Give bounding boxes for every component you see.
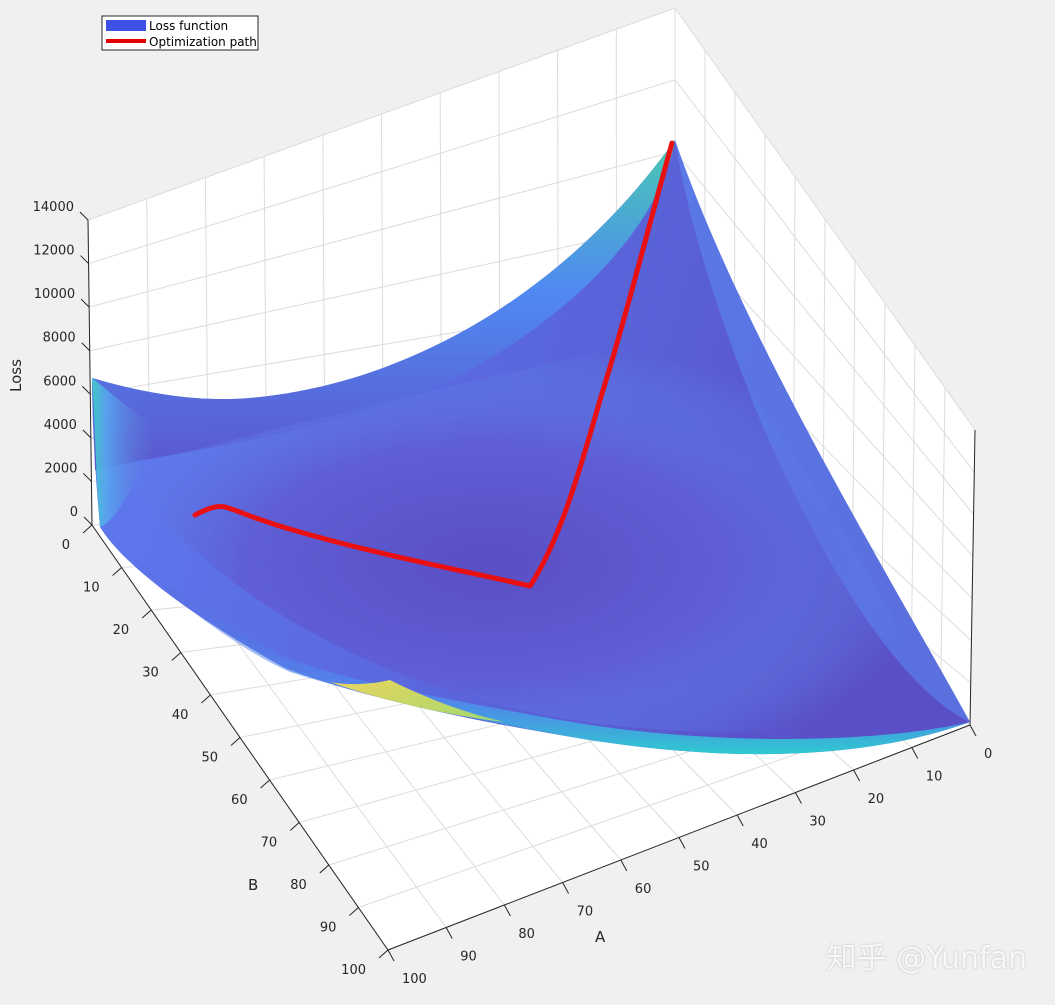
tick-mark	[80, 298, 90, 308]
b-tick-label: 10	[83, 581, 100, 596]
tick-mark	[83, 516, 93, 526]
b-tick-label: 40	[172, 708, 189, 723]
a-tick-label: 80	[518, 927, 535, 942]
z-tick-label: 0	[70, 505, 78, 520]
b-tick-label: 100	[341, 963, 366, 978]
watermark: 知乎 @Yunfan	[826, 941, 1027, 976]
tick-mark	[82, 429, 92, 439]
tick-mark	[319, 864, 330, 874]
tick-mark	[503, 904, 511, 917]
a-tick-label: 30	[809, 815, 826, 830]
tick-mark	[678, 837, 686, 849]
b-tick-label: 60	[231, 793, 248, 808]
legend-swatch-loss	[106, 20, 146, 31]
loss-surface	[92, 140, 970, 755]
legend[interactable]: Loss function Optimization path	[101, 15, 259, 51]
legend-label-path: Optimization path	[149, 35, 257, 49]
b-tick-label: 0	[62, 538, 70, 553]
optimization-path-layer	[192, 140, 675, 589]
surface-yellow-fold	[330, 680, 505, 722]
grid-line	[940, 387, 946, 704]
tick-labels: 0 2000 4000 6000 8000 10000 12000 14000 0 10 20 30 4…	[33, 200, 993, 987]
tick-mark	[387, 949, 395, 962]
tick-mark	[911, 747, 919, 759]
grid-line	[674, 79, 975, 473]
a-tick-label: 10	[926, 770, 943, 785]
a-tick-label: 100	[402, 972, 427, 987]
b-tick-label: 20	[113, 623, 130, 638]
axis-line	[87, 219, 93, 526]
grid-line	[89, 150, 676, 308]
grid-line	[88, 79, 676, 265]
tick-mark	[445, 927, 453, 939]
tick-mark	[620, 859, 628, 872]
tick-mark	[230, 737, 241, 746]
tick-mark	[378, 949, 389, 959]
a-tick-label: 50	[693, 860, 710, 875]
tick-mark	[83, 473, 92, 482]
tick-mark	[794, 792, 802, 804]
tick-mark	[201, 694, 211, 704]
tick-mark	[81, 385, 91, 395]
tick-mark	[349, 907, 359, 916]
z-tick-label: 4000	[44, 418, 77, 433]
tick-mark	[562, 882, 570, 894]
surface-left-edge	[92, 378, 160, 527]
axis-line	[969, 429, 976, 726]
b-tick-label: 50	[201, 751, 218, 766]
a-tick-label: 70	[577, 905, 594, 920]
z-tick-label: 10000	[34, 287, 75, 302]
a-tick-label: 20	[868, 792, 885, 807]
z-axis-label: Loss	[7, 359, 25, 392]
tick-mark	[171, 652, 182, 661]
tick-mark	[289, 822, 300, 831]
z-tick-label: 12000	[33, 244, 74, 259]
tick-mark	[79, 211, 89, 221]
grid-line	[674, 7, 976, 431]
grid-line	[87, 7, 676, 221]
tick-mark	[112, 567, 122, 576]
tick-mark	[80, 255, 89, 264]
a-tick-label: 60	[635, 882, 652, 897]
tick-mark	[260, 779, 270, 789]
grid-line	[89, 222, 676, 352]
b-tick-label: 70	[261, 836, 278, 851]
b-tick-label: 80	[290, 878, 307, 893]
tick-mark	[736, 814, 744, 827]
b-tick-label: 90	[320, 921, 337, 936]
tick-mark	[81, 342, 91, 352]
a-axis-label: A	[595, 928, 606, 946]
a-tick-label: 0	[984, 747, 992, 762]
legend-label-loss: Loss function	[149, 19, 228, 33]
b-axis-label: B	[248, 876, 258, 894]
a-tick-label: 40	[751, 837, 768, 852]
z-tick-label: 6000	[43, 374, 76, 389]
b-tick-label: 30	[142, 666, 159, 681]
a-tick-label: 90	[460, 950, 477, 965]
z-tick-label: 2000	[44, 461, 77, 476]
tick-mark	[141, 609, 152, 619]
z-tick-label: 8000	[43, 331, 76, 346]
z-tick-label: 14000	[33, 200, 74, 215]
grid-line	[674, 151, 974, 515]
tick-mark	[853, 769, 861, 782]
optimization-path	[192, 140, 675, 589]
tick-mark	[82, 524, 93, 534]
tick-mark	[969, 724, 977, 737]
surface-center	[120, 330, 940, 732]
